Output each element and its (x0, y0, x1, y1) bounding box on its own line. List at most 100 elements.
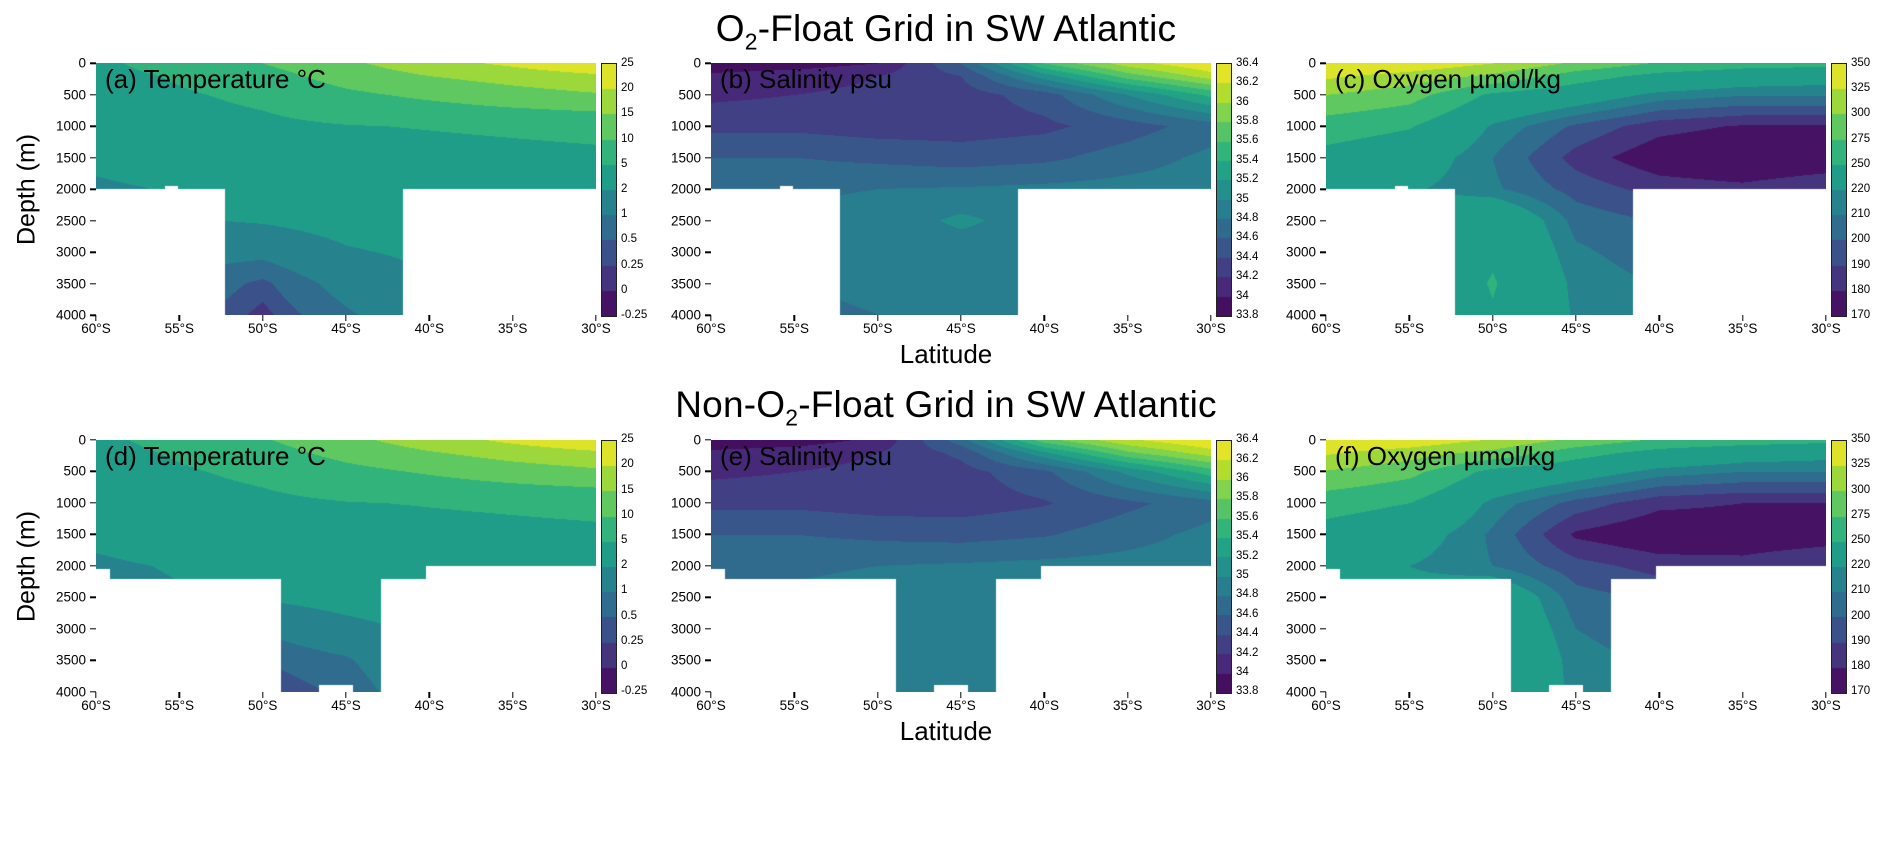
plot-area-f: (f) Oxygen µmol/kg 60°S 55°S 50°S 45°S 40°S 3… (1311, 439, 1841, 712)
colorbar-tick-label: 200 (1851, 233, 1871, 246)
depth-tick-label: 2500 (55, 213, 86, 229)
depth-tick-mark (705, 691, 711, 693)
x-axis-title-row-top: Latitude (0, 339, 1892, 370)
colorbar-tick-label: 0 (621, 659, 628, 672)
latitude-tick-label: 35°S (1112, 697, 1143, 713)
colorbar-tick-label: 10 (621, 508, 634, 521)
depth-tick-label: 0 (1308, 55, 1316, 71)
panel-label-b: (b) Salinity psu (720, 64, 892, 95)
colorbar-tick-label: 0.25 (621, 634, 644, 647)
colorbar-tick-label: 325 (1851, 458, 1871, 471)
depth-tick-label: 4000 (55, 307, 86, 323)
depth-tick-mark (705, 251, 711, 254)
depth-tick-mark (90, 188, 96, 191)
latitude-tick-mark (1210, 315, 1212, 322)
latitude-tick-mark (1210, 691, 1212, 698)
depth-tick-label: 3000 (1285, 621, 1316, 637)
colorbar-tick-label: 35.6 (1236, 134, 1259, 147)
panel-b-salinity: 0 500 1000 1500 2000 2500 3000 3500 4000 (b) Sal… (663, 57, 1274, 336)
depth-tick-label: 0 (1308, 432, 1316, 448)
colorbar-tick-label: 5 (621, 157, 628, 170)
colorbar-tick-label: 34.6 (1236, 607, 1259, 620)
latitude-tick-mark (511, 691, 514, 698)
colorbar-tick-label: 34.8 (1236, 211, 1259, 224)
latitude-tick-mark (1043, 315, 1046, 322)
colorbar-tick-label: 220 (1851, 559, 1871, 572)
colorbar-a (601, 63, 617, 318)
panel-label-d: (d) Temperature °C (105, 440, 326, 471)
depth-tick-label: 4000 (670, 307, 701, 323)
depth-tick-mark (90, 533, 96, 535)
depth-tick-mark (90, 220, 96, 222)
latitude-tick-label: 35°S (497, 321, 528, 337)
latitude-tick-label: 50°S (1477, 697, 1508, 713)
latitude-tick-labels-a: 60°S 55°S 50°S 45°S 40°S 35°S 30°S (81, 315, 611, 339)
latitude-tick-label: 45°S (946, 321, 976, 337)
latitude-tick-mark (1658, 691, 1661, 698)
latitude-tick-mark (95, 315, 97, 322)
latitude-tick-mark (95, 691, 97, 698)
colorbar-tick-label: 20 (621, 81, 634, 94)
latitude-tick-mark (1825, 315, 1827, 322)
depth-tick-labels-c: 0 500 1000 1500 2000 2500 3000 3500 4000 (1278, 57, 1326, 322)
latitude-tick-mark (595, 691, 597, 698)
depth-tick-mark (90, 157, 96, 159)
row-body-bottom: Depth (m) 0 500 1000 1500 2000 2500 3000 3500 40… (0, 433, 1892, 712)
depth-tick-label: 2500 (670, 589, 701, 605)
latitude-tick-label: 50°S (862, 697, 893, 713)
colorbar-e (1216, 439, 1232, 694)
depth-tick-mark (1320, 691, 1326, 693)
latitude-tick-label: 60°S (81, 321, 111, 337)
depth-tick-label: 0 (78, 432, 86, 448)
latitude-tick-label: 55°S (164, 697, 195, 713)
x-axis-title-row-bottom: Latitude (0, 716, 1892, 747)
latitude-tick-mark (710, 315, 712, 322)
depth-tick-mark (1320, 439, 1326, 441)
colorbar-tick-label: 170 (1851, 685, 1871, 698)
depth-tick-mark (1320, 628, 1326, 630)
depth-tick-mark (705, 628, 711, 630)
latitude-tick-mark (1825, 691, 1827, 698)
latitude-tick-label: 35°S (1727, 697, 1758, 713)
depth-tick-labels-b: 0 500 1000 1500 2000 2500 3000 3500 4000 (663, 57, 711, 322)
depth-tick-mark (1320, 220, 1326, 222)
latitude-tick-mark (793, 315, 796, 322)
latitude-tick-label: 30°S (1196, 321, 1226, 337)
colorbar-tick-label: 36 (1236, 471, 1249, 484)
latitude-tick-mark (428, 691, 431, 698)
contour-field-temperature-d (96, 439, 596, 692)
depth-tick-label: 3500 (55, 652, 86, 668)
depth-tick-mark (1320, 659, 1326, 661)
latitude-tick-label: 35°S (1727, 321, 1758, 337)
depth-tick-label: 500 (1293, 87, 1316, 103)
latitude-tick-mark (1658, 315, 1661, 322)
depth-tick-label: 2000 (1285, 181, 1316, 197)
depth-tick-mark (90, 596, 96, 598)
depth-tick-label: 2000 (55, 181, 86, 197)
latitude-tick-mark (960, 691, 962, 698)
latitude-tick-labels-c: 60°S 55°S 50°S 45°S 40°S 35°S 30°S (1311, 315, 1841, 339)
latitude-tick-mark (876, 315, 879, 322)
colorbar-tick-label: 10 (621, 132, 634, 145)
depth-tick-label: 4000 (55, 684, 86, 700)
colorbar-tick-label: 35.4 (1236, 153, 1259, 166)
depth-tick-label: 3500 (55, 276, 86, 292)
title-text-pre: Non-O (675, 384, 786, 426)
depth-tick-label: 500 (678, 463, 701, 479)
colorbar-tick-label: 275 (1851, 132, 1871, 145)
colorbar-tick-label: 325 (1851, 81, 1871, 94)
latitude-tick-label: 30°S (581, 321, 611, 337)
colorbar-tick-label: 1 (621, 584, 628, 597)
depth-tick-mark (705, 283, 711, 285)
depth-tick-label: 1000 (55, 118, 86, 134)
latitude-tick-labels-e: 60°S 55°S 50°S 45°S 40°S 35°S 30°S (696, 691, 1226, 716)
depth-tick-label: 1500 (1285, 150, 1316, 166)
colorbar-tick-label: 210 (1851, 584, 1871, 597)
latitude-tick-mark (1325, 691, 1327, 698)
colorbar-tick-label: 33.8 (1236, 308, 1259, 321)
depth-tick-mark (90, 659, 96, 661)
colorbar-tick-label: 210 (1851, 207, 1871, 220)
latitude-tick-label: 50°S (862, 321, 893, 337)
depth-tick-labels-a: 0 500 1000 1500 2000 2500 3000 3500 4000 (48, 57, 96, 322)
plot-area-b: (b) Salinity psu 60°S 55°S 50°S 45°S 40°S 35°… (696, 63, 1226, 335)
